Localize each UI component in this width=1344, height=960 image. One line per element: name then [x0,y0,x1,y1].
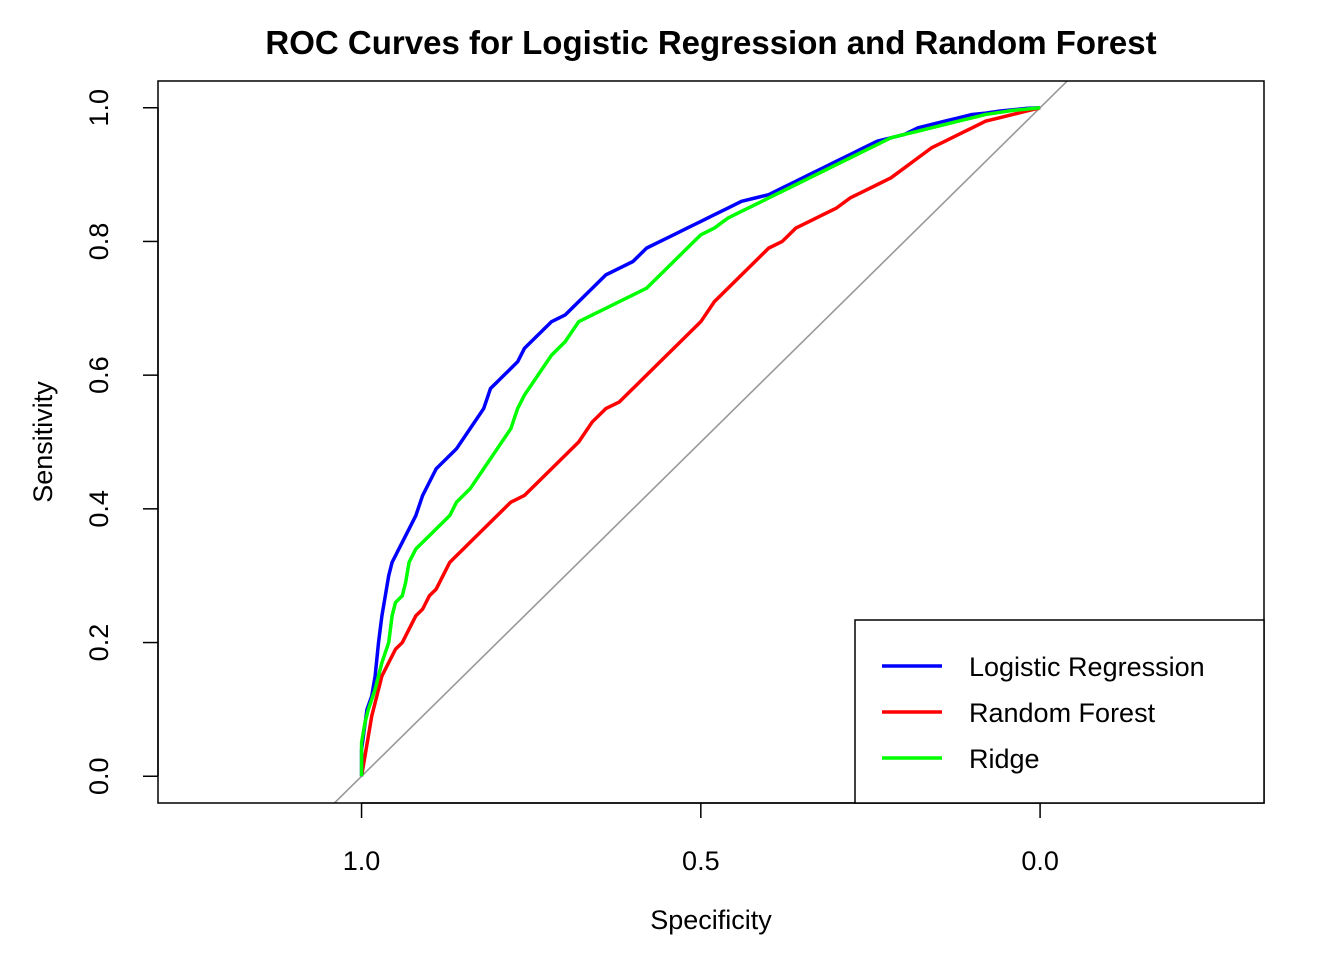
y-tick-label: 1.0 [84,89,114,127]
y-tick-label: 0.6 [84,356,114,394]
legend-label-random-forest: Random Forest [969,698,1156,728]
series-line-random-forest [359,106,1041,777]
y-tick-label: 0.2 [84,624,114,662]
x-tick-label: 0.5 [682,846,720,876]
x-axis-label: Specificity [650,905,772,935]
y-tick-label: 0.8 [84,223,114,261]
series-line-ridge [359,105,1041,777]
chart-title: ROC Curves for Logistic Regression and R… [265,24,1156,61]
y-axis-label: Sensitivity [28,381,58,503]
y-axis: 0.0 0.2 0.4 0.6 0.8 1.0 [84,89,159,795]
legend-label-ridge: Ridge [969,744,1040,774]
y-tick-label: 0.4 [84,490,114,528]
y-tick-label: 0.0 [84,757,114,795]
reference-diagonal [333,81,1069,803]
x-tick-label: 0.0 [1021,846,1059,876]
legend: Logistic Regression Random Forest Ridge [854,619,1265,804]
legend-label-logistic-regression: Logistic Regression [969,652,1205,682]
x-tick-label: 1.0 [343,846,381,876]
x-axis: 1.0 0.5 0.0 [343,802,1059,876]
